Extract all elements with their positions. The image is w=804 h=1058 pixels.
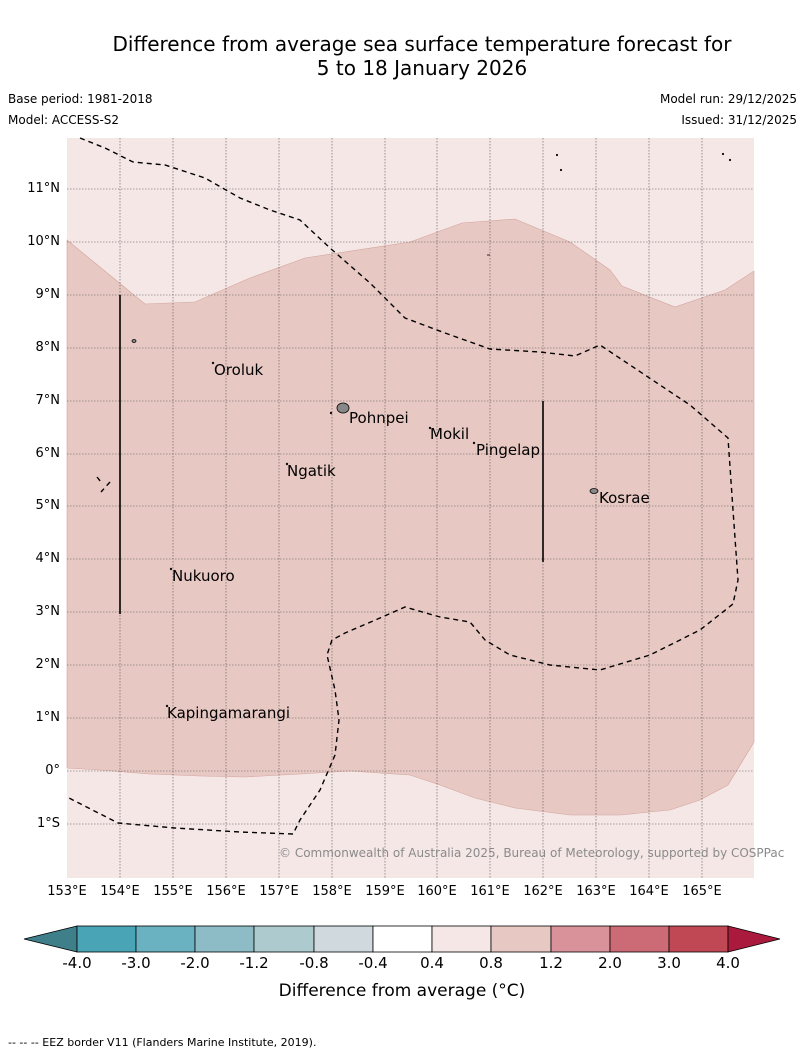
colorbar-segment xyxy=(194,925,255,953)
lon-label: 165°E xyxy=(682,884,722,899)
model-run: Model run: 29/12/2025 xyxy=(659,92,797,106)
lon-label: 164°E xyxy=(629,884,669,899)
place-label-oroluk: Oroluk xyxy=(214,361,264,379)
lat-label: 10°N xyxy=(27,234,60,249)
lat-label: 11°N xyxy=(27,181,60,196)
chart-title: Difference from average sea surface temp… xyxy=(0,32,804,80)
eez-border xyxy=(66,137,739,835)
place-label-kapingamarangi: Kapingamarangi xyxy=(167,704,291,722)
colorbar-tick: -2.0 xyxy=(180,954,210,972)
lat-label: 4°N xyxy=(35,551,61,566)
footnote: -- -- -- EEZ border V11 (Flanders Marine… xyxy=(8,1036,317,1049)
anomaly-region-medium xyxy=(66,218,755,816)
lon-label: 160°E xyxy=(417,884,457,899)
colorbar-segment xyxy=(550,925,611,953)
colorbar-segment xyxy=(76,925,137,953)
colorbar-tick: -0.4 xyxy=(358,954,388,972)
lon-label: 154°E xyxy=(100,884,140,899)
colorbar-tick: 3.0 xyxy=(657,954,681,972)
colorbar-segment-over xyxy=(727,925,781,953)
colorbar-tick: -3.0 xyxy=(121,954,151,972)
lat-label: 5°N xyxy=(35,498,61,513)
lat-label: 1°N xyxy=(35,710,61,725)
islands xyxy=(131,152,732,708)
colorbar-segment xyxy=(135,925,196,953)
place-label-kosrae: Kosrae xyxy=(599,489,650,507)
colorbar xyxy=(23,925,781,953)
lon-label: 162°E xyxy=(523,884,563,899)
colorbar-segment xyxy=(609,925,670,953)
issued-date: Issued: 31/12/2025 xyxy=(681,113,797,127)
colorbar-segment xyxy=(372,925,433,953)
lon-label: 155°E xyxy=(153,884,193,899)
colorbar-segment xyxy=(490,925,552,953)
place-label-nukuoro: Nukuoro xyxy=(172,567,235,585)
place-label-ngatik: Ngatik xyxy=(287,462,336,480)
place-label-pingelap: Pingelap xyxy=(476,441,541,459)
title-line-1: Difference from average sea surface temp… xyxy=(112,32,732,56)
colorbar-tick: 2.0 xyxy=(598,954,622,972)
colorbar-tick: 0.8 xyxy=(479,954,503,972)
lat-label: 9°N xyxy=(35,287,61,302)
colorbar-segment-under xyxy=(23,925,78,953)
place-label-mokil: Mokil xyxy=(430,425,470,443)
colorbar-segment xyxy=(431,925,492,953)
colorbar-segment xyxy=(668,925,729,953)
lon-label: 157°E xyxy=(259,884,299,899)
colorbar-tick: 1.2 xyxy=(539,954,563,972)
lon-label: 158°E xyxy=(312,884,352,899)
lon-label: 153°E xyxy=(47,884,87,899)
place-label-pohnpei: Pohnpei xyxy=(349,409,409,427)
lat-label: 0° xyxy=(45,763,60,778)
lat-label: 8°N xyxy=(35,340,61,355)
colorbar-segment xyxy=(253,925,315,953)
lat-label: 3°N xyxy=(35,604,61,619)
colorbar-title: Difference from average (°C) xyxy=(278,981,526,1001)
kosrae-island xyxy=(589,488,599,494)
lat-label: 6°N xyxy=(35,446,61,461)
colorbar-tick: 4.0 xyxy=(716,954,740,972)
lon-label: 156°E xyxy=(206,884,246,899)
lon-label: 159°E xyxy=(365,884,405,899)
graticule xyxy=(67,138,754,878)
colorbar-tick: 0.4 xyxy=(420,954,444,972)
colorbar-tick: -4.0 xyxy=(62,954,92,972)
base-period: Base period: 1981-2018 xyxy=(8,92,153,106)
lat-label: 2°N xyxy=(35,657,61,672)
pohnpei-island xyxy=(336,402,350,414)
colorbar-tick: -0.8 xyxy=(299,954,329,972)
lat-label: 7°N xyxy=(35,393,61,408)
lat-label: 1°S xyxy=(36,816,60,831)
title-line-2: 5 to 18 January 2026 xyxy=(316,56,528,80)
colorbar-segment xyxy=(313,925,374,953)
colorbar-tick: -1.2 xyxy=(239,954,269,972)
lon-label: 163°E xyxy=(576,884,616,899)
lon-label: 161°E xyxy=(470,884,510,899)
copyright-notice: © Commonwealth of Australia 2025, Bureau… xyxy=(279,846,785,860)
model-name: Model: ACCESS-S2 xyxy=(8,113,120,127)
